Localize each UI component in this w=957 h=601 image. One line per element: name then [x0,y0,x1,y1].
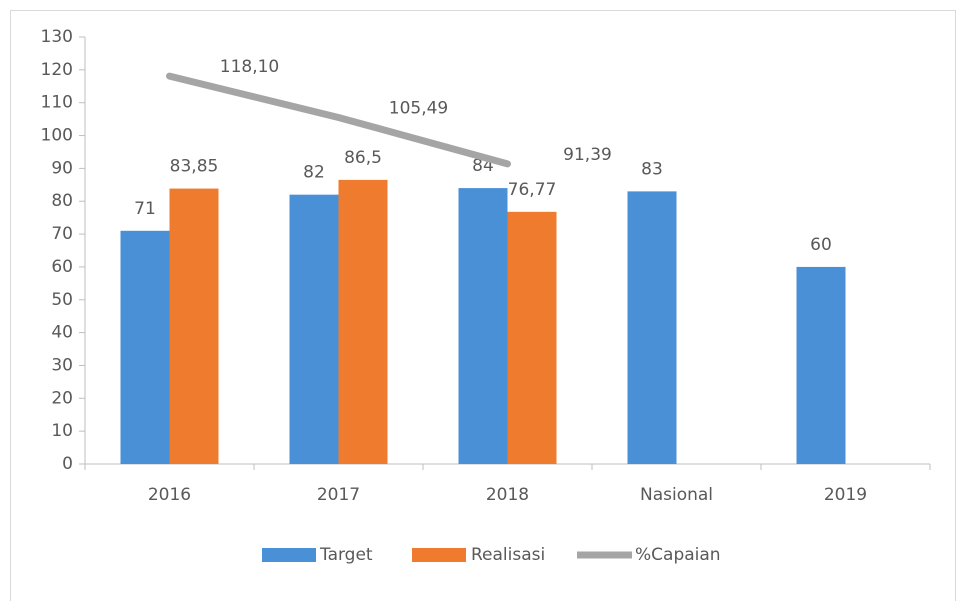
bar [627,191,677,464]
data-label: 91,39 [563,145,612,165]
legend-swatch [412,548,466,562]
x-tick-label: 2018 [486,485,529,505]
legend-label: Realisasi [471,545,545,565]
y-tick-label: 20 [51,388,73,408]
legend-swatch [262,548,316,562]
y-tick-label: 110 [41,93,73,113]
x-tick-label: Nasional [640,485,713,505]
y-tick-label: 100 [41,126,73,146]
bar [796,266,846,464]
y-tick-label: 0 [62,454,73,474]
y-tick-label: 80 [51,191,73,211]
line [166,72,511,168]
y-tick-label: 40 [51,323,73,343]
data-label: 83,85 [170,157,219,177]
data-label: 118,10 [220,57,279,77]
bar [169,188,219,464]
data-label: 105,49 [389,99,448,119]
y-tick-label: 70 [51,224,73,244]
y-tick-label: 30 [51,355,73,375]
data-label: 83 [641,159,663,179]
y-tick-label: 60 [51,257,73,277]
x-tick-label: 2016 [148,485,191,505]
data-label: 82 [303,163,325,183]
y-tick-label: 120 [41,60,73,80]
x-tick-label: 2017 [317,485,360,505]
data-label: 76,77 [508,180,557,200]
y-tick-label: 50 [51,290,73,310]
data-label: 71 [134,199,156,219]
data-label: 86,5 [344,148,382,168]
bar [120,230,170,464]
bar [289,194,339,464]
y-tick-label: 90 [51,158,73,178]
x-tick-label: 2019 [824,485,867,505]
legend-label: Target [319,545,373,565]
legend-label: %Capaian [635,545,721,565]
y-tick-label: 10 [51,421,73,441]
bar [507,211,557,464]
y-tick-label: 130 [41,27,73,47]
data-label: 60 [810,235,832,255]
bar [338,179,388,464]
bar [458,188,508,465]
